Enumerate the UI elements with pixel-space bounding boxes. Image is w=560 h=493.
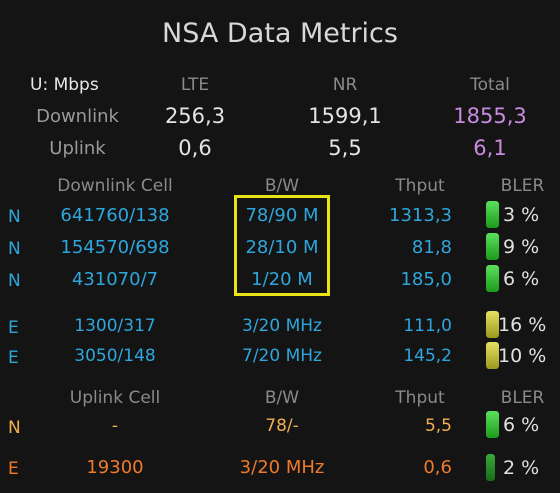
bler-value: 10 % bbox=[498, 345, 547, 367]
bler-bar bbox=[486, 201, 499, 228]
dl-header-cell: Downlink Cell bbox=[57, 176, 173, 196]
bw-highlight-box bbox=[234, 195, 330, 296]
unit-label: U: Mbps bbox=[30, 75, 99, 95]
row-cell: 3050/148 bbox=[74, 346, 156, 366]
bler-value: 6 % bbox=[503, 268, 540, 290]
downlink-label: Downlink bbox=[36, 106, 119, 127]
col-header-nr: NR bbox=[332, 75, 358, 95]
row-type-badge: N bbox=[8, 271, 21, 291]
bler-bar bbox=[486, 233, 499, 260]
downlink-nr-value: 1599,1 bbox=[308, 104, 382, 128]
bler-value: 9 % bbox=[503, 236, 540, 258]
row-thput: 1313,3 bbox=[389, 205, 452, 226]
ul-header-cell: Uplink Cell bbox=[69, 388, 161, 408]
row-bw: 78/90 M bbox=[245, 205, 319, 226]
row-type-badge: N bbox=[8, 418, 21, 438]
row-cell: 641760/138 bbox=[60, 205, 170, 226]
bler-bar bbox=[486, 411, 499, 438]
row-bw: 3/20 MHz bbox=[242, 316, 322, 336]
bler-value: 16 % bbox=[498, 314, 547, 336]
bler-bar bbox=[486, 342, 499, 369]
uplink-label: Uplink bbox=[49, 138, 106, 159]
dl-header-thput: Thput bbox=[395, 176, 445, 196]
row-cell: 1300/317 bbox=[74, 316, 156, 336]
page-title: NSA Data Metrics bbox=[162, 18, 398, 49]
dl-header-bler: BLER bbox=[500, 176, 545, 196]
bler-bar bbox=[486, 265, 499, 292]
row-cell: - bbox=[111, 416, 119, 436]
col-header-total: Total bbox=[470, 75, 510, 95]
row-cell: 19300 bbox=[86, 457, 144, 478]
row-bw: 28/10 M bbox=[245, 237, 319, 258]
dl-header-bw: B/W bbox=[264, 176, 300, 196]
row-bw: 78/- bbox=[265, 416, 299, 436]
row-type-badge: E bbox=[8, 318, 19, 338]
row-thput: 0,6 bbox=[423, 457, 452, 478]
row-thput: 145,2 bbox=[403, 346, 452, 366]
row-cell: 154570/698 bbox=[60, 237, 170, 258]
row-bw: 1/20 M bbox=[251, 269, 313, 290]
ul-header-bw: B/W bbox=[264, 388, 300, 408]
uplink-nr-value: 5,5 bbox=[328, 136, 362, 160]
row-type-badge: E bbox=[8, 348, 19, 368]
ul-header-thput: Thput bbox=[395, 388, 445, 408]
uplink-total-value: 6,1 bbox=[473, 136, 507, 160]
downlink-lte-value: 256,3 bbox=[164, 104, 226, 128]
row-thput: 5,5 bbox=[424, 416, 452, 436]
col-header-lte: LTE bbox=[180, 75, 210, 95]
row-bw: 3/20 MHz bbox=[239, 457, 325, 478]
row-type-badge: E bbox=[8, 459, 19, 479]
bler-bar bbox=[486, 311, 499, 338]
row-thput: 185,0 bbox=[400, 269, 452, 290]
bler-value: 3 % bbox=[503, 204, 540, 226]
row-thput: 81,8 bbox=[411, 237, 452, 258]
bler-bar bbox=[486, 454, 495, 481]
uplink-lte-value: 0,6 bbox=[178, 136, 212, 160]
downlink-total-value: 1855,3 bbox=[453, 104, 527, 128]
row-cell: 431070/7 bbox=[71, 269, 159, 290]
bler-value: 2 % bbox=[503, 457, 540, 479]
row-type-badge: N bbox=[8, 239, 21, 259]
row-bw: 7/20 MHz bbox=[242, 346, 322, 366]
row-type-badge: N bbox=[8, 207, 21, 227]
ul-header-bler: BLER bbox=[500, 388, 545, 408]
bler-value: 6 % bbox=[503, 414, 540, 436]
row-thput: 111,0 bbox=[403, 316, 452, 336]
